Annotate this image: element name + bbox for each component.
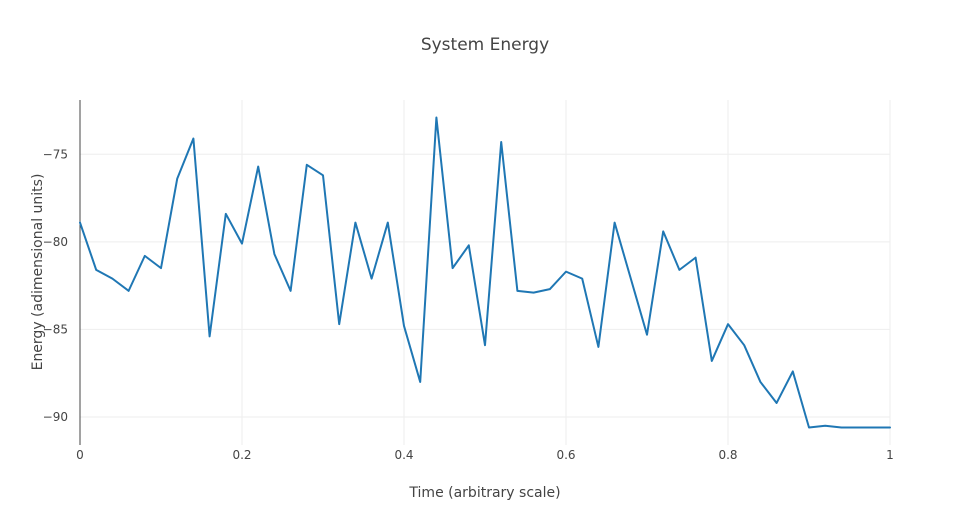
x-tick-label: 1 xyxy=(886,448,894,462)
y-tick-label: −85 xyxy=(43,322,68,336)
grid-layer xyxy=(80,100,891,445)
x-tick-label: 0.2 xyxy=(232,448,251,462)
tick-layer: 0 0.2 0.4 0.6 0.8 1 −75 −80 −85 −90 xyxy=(43,147,894,462)
x-axis-label: Time (arbitrary scale) xyxy=(408,485,560,501)
y-tick-label: −80 xyxy=(43,235,68,249)
chart-title: System Energy xyxy=(421,35,549,55)
x-tick-label: 0.6 xyxy=(556,448,575,462)
y-tick-label: −75 xyxy=(43,147,68,161)
energy-series-line xyxy=(79,116,891,429)
x-tick-label: 0.4 xyxy=(394,448,413,462)
x-tick-label: 0 xyxy=(76,448,84,462)
x-tick-label: 0.8 xyxy=(718,448,737,462)
series-layer xyxy=(79,116,891,429)
y-axis-label: Energy (adimensional units) xyxy=(30,174,46,371)
y-tick-label: −90 xyxy=(43,410,68,424)
